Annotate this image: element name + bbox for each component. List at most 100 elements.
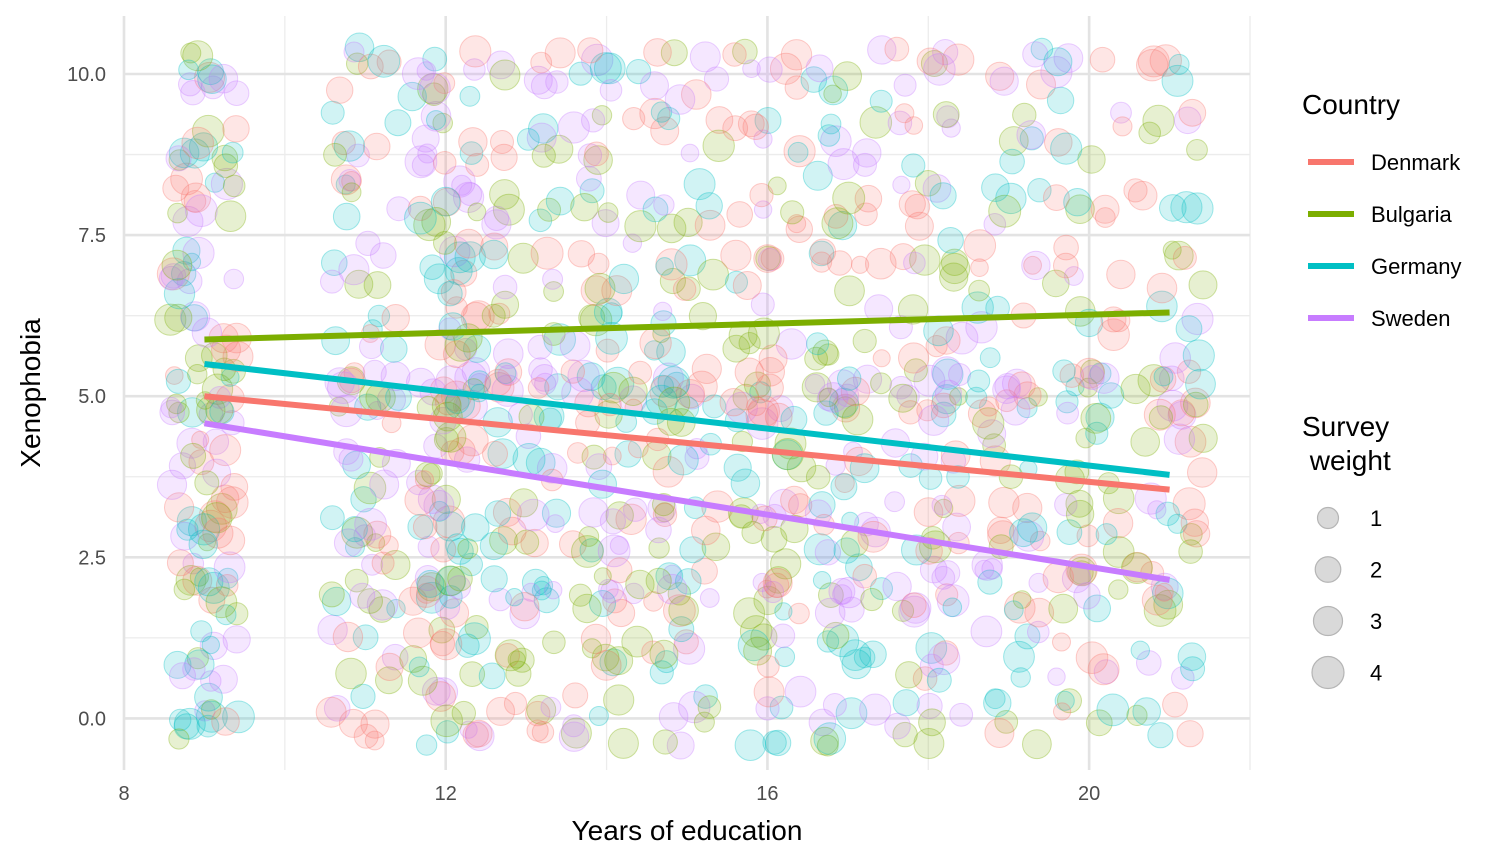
data-point [196, 714, 220, 738]
data-point [979, 347, 1001, 369]
data-point [190, 620, 213, 643]
data-point [1021, 250, 1051, 281]
data-point [764, 566, 793, 594]
data-point [182, 657, 206, 681]
data-point [173, 713, 200, 740]
data-point [1161, 64, 1194, 97]
data-point [194, 470, 220, 496]
data-point [1073, 582, 1101, 610]
data-point [544, 581, 563, 600]
data-point [822, 693, 847, 717]
data-point [967, 399, 997, 429]
data-point [820, 125, 852, 157]
data-point [430, 186, 461, 217]
data-point [742, 113, 769, 141]
data-point [451, 700, 476, 726]
x-tick-label: 16 [756, 783, 778, 805]
data-point [346, 52, 369, 75]
data-point [869, 89, 893, 113]
data-point [222, 115, 250, 143]
data-point [652, 729, 678, 755]
data-point [581, 108, 606, 133]
data-point [1170, 191, 1203, 224]
data-point [591, 209, 620, 238]
data-point [1083, 594, 1111, 623]
data-point [1123, 178, 1148, 203]
data-point [184, 344, 213, 373]
data-point [895, 661, 923, 689]
data-point [738, 332, 761, 355]
data-point [201, 502, 233, 534]
data-point [832, 181, 866, 215]
data-point [463, 58, 486, 81]
data-point [1054, 690, 1075, 711]
data-point [624, 210, 657, 243]
data-point [657, 106, 681, 131]
data-point [1004, 592, 1036, 624]
data-point [521, 568, 550, 597]
data-point [180, 182, 212, 213]
data-point [994, 710, 1019, 734]
data-point [920, 50, 948, 77]
data-point [835, 697, 868, 730]
data-point [1172, 487, 1206, 521]
data-point [366, 589, 399, 621]
data-point [770, 623, 796, 649]
data-point [743, 371, 771, 399]
data-point [481, 209, 512, 240]
data-point [623, 497, 648, 522]
data-point [889, 375, 913, 400]
data-point [172, 236, 201, 265]
data-point [760, 246, 785, 271]
data-point [215, 604, 237, 626]
data-point [1026, 69, 1056, 100]
data-point [169, 662, 196, 690]
data-point [675, 379, 705, 409]
data-point [720, 239, 752, 271]
data-point [1023, 255, 1042, 275]
data-point [183, 190, 207, 213]
data-point [622, 233, 643, 253]
data-point [581, 638, 603, 659]
data-point [999, 148, 1025, 175]
data-point [516, 128, 540, 151]
data-point [1177, 642, 1207, 672]
data-point [188, 513, 221, 546]
data-point [545, 70, 569, 94]
data-point [1065, 489, 1094, 518]
data-point [533, 587, 560, 614]
data-point [407, 513, 434, 540]
data-point [583, 145, 613, 175]
data-point [699, 588, 720, 608]
country-legend-title: Country [1302, 89, 1400, 120]
data-point [482, 440, 508, 467]
data-point [537, 197, 562, 222]
data-point [1097, 318, 1130, 352]
data-point [607, 727, 639, 759]
data-point [1076, 524, 1100, 548]
data-point [1017, 512, 1048, 543]
data-point [381, 643, 409, 671]
data-point [209, 434, 242, 467]
data-point [1075, 427, 1096, 449]
data-point [338, 254, 370, 286]
data-point [346, 143, 370, 168]
data-point [369, 469, 400, 500]
data-point [767, 176, 787, 196]
data-point [925, 335, 948, 358]
data-point [1175, 315, 1203, 343]
data-point [1130, 427, 1160, 457]
data-point [198, 533, 216, 552]
data-point [222, 700, 255, 734]
data-point [172, 205, 204, 238]
data-point [1077, 145, 1106, 174]
data-point [675, 568, 702, 595]
data-point [188, 529, 218, 559]
data-point [722, 115, 749, 142]
data-point [589, 590, 616, 617]
data-point [1172, 245, 1197, 270]
data-point [1028, 572, 1049, 593]
data-point [640, 71, 669, 101]
data-point [350, 683, 376, 710]
data-point [604, 646, 634, 676]
